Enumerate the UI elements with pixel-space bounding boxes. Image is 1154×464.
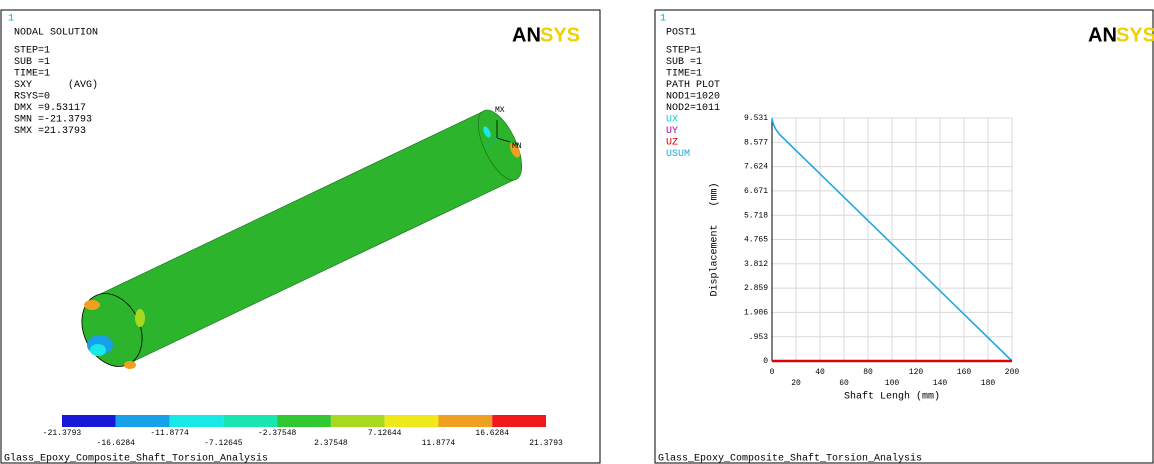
y-tick-label: 5.718 [744, 211, 768, 220]
contour-label: -21.3793 [43, 429, 82, 438]
min-marker: MN [512, 142, 522, 151]
x-tick-label: 40 [815, 368, 825, 377]
footer: Glass_Epoxy_Composite_Shaft_Torsion_Anal… [4, 453, 268, 464]
y-tick-label: 6.671 [744, 187, 768, 196]
panel-title: POST1 [666, 28, 696, 39]
y-axis-label: Displacement (mm) [709, 182, 721, 296]
x-tick-label: 200 [1005, 368, 1020, 377]
x-tick-label: 80 [863, 368, 873, 377]
info-line: SUB =1 [14, 57, 50, 68]
contour-band [170, 415, 224, 427]
x-tick-label: 140 [933, 379, 948, 388]
y-tick-label: 3.812 [744, 260, 768, 269]
y-tick-label: 1.906 [744, 309, 768, 318]
contour-label: 11.8774 [422, 439, 456, 448]
info-line: STEP=1 [14, 46, 50, 57]
screenshot: 1 NODAL SOLUTION STEP=1SUB =1TIME=1SXY (… [0, 0, 1154, 464]
logo-an: AN [512, 24, 541, 46]
info-line: NOD1=1020 [666, 92, 720, 103]
window-number: 1 [8, 14, 14, 25]
y-tick-label: .953 [749, 333, 768, 342]
x-tick-label: 0 [770, 368, 775, 377]
x-tick-label: 60 [839, 379, 849, 388]
info-line: SMX =21.3793 [14, 126, 86, 137]
contour-label: 16.6284 [475, 429, 509, 438]
legend-entry: UZ [666, 138, 678, 149]
x-tick-label: 120 [909, 368, 924, 377]
contour-band [331, 415, 385, 427]
y-tick-label: 7.624 [744, 163, 768, 172]
info-line: SUB =1 [666, 57, 702, 68]
legend-entry: UY [666, 126, 678, 137]
contour-label: -16.6284 [97, 439, 136, 448]
contour-band [223, 415, 277, 427]
y-tick-label: 8.577 [744, 138, 768, 147]
y-tick-label: 4.765 [744, 236, 768, 245]
logo-an: AN [1088, 24, 1117, 46]
contour-label: -2.37548 [258, 429, 297, 438]
contour-label: -11.8774 [150, 429, 189, 438]
y-tick-label: 9.531 [744, 114, 768, 123]
legend-entry: UX [666, 115, 678, 126]
info-line: SMN =-21.3793 [14, 115, 92, 126]
info-line: NOD2=1011 [666, 103, 720, 114]
info-line: RSYS=0 [14, 92, 50, 103]
info-line: TIME=1 [14, 69, 50, 80]
contour-label: 2.37548 [314, 439, 348, 448]
contour-label: 7.12644 [368, 429, 402, 438]
window-number: 1 [660, 14, 666, 25]
info-line: DMX =9.53117 [14, 103, 86, 114]
contour-band [116, 415, 170, 427]
contour-label: -7.12645 [204, 439, 243, 448]
y-tick-label: 0 [763, 357, 768, 366]
info-line: PATH PLOT [666, 80, 720, 91]
panel-title: NODAL SOLUTION [14, 28, 98, 39]
info-line: STEP=1 [666, 46, 702, 57]
contour-band [62, 415, 116, 427]
logo-sys: SYS [540, 24, 580, 46]
x-tick-label: 160 [957, 368, 972, 377]
max-marker: MX [495, 106, 505, 115]
contour-band [438, 415, 492, 427]
legend-entry: USUM [666, 149, 690, 160]
contour-band [277, 415, 331, 427]
info-line: SXY (AVG) [14, 79, 98, 91]
x-tick-label: 180 [981, 379, 996, 388]
contour-band [385, 415, 439, 427]
info-line: TIME=1 [666, 69, 702, 80]
footer: Glass_Epoxy_Composite_Shaft_Torsion_Anal… [658, 453, 922, 464]
x-axis-label: Shaft Lengh (mm) [844, 391, 940, 403]
contour-label: 21.3793 [529, 439, 563, 448]
contour-band [492, 415, 546, 427]
logo-sys: SYS [1116, 24, 1154, 46]
x-tick-label: 20 [791, 379, 801, 388]
y-tick-label: 2.859 [744, 284, 768, 293]
x-tick-label: 100 [885, 379, 900, 388]
